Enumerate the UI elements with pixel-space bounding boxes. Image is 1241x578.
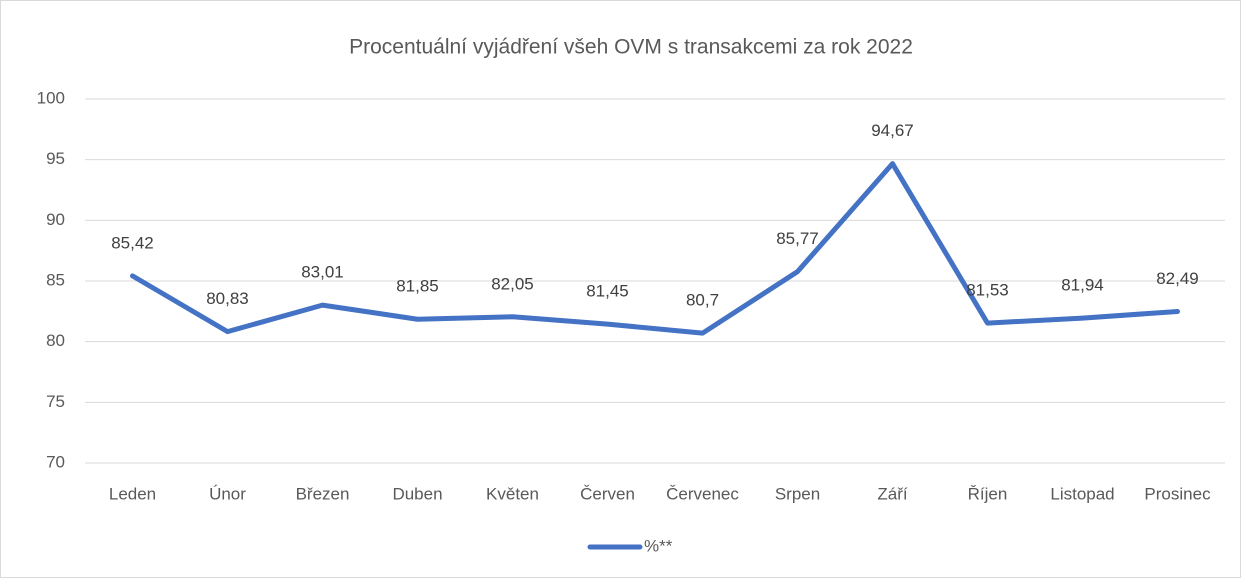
x-tick-label: Březen [296, 484, 350, 503]
data-label: 81,94 [1061, 276, 1104, 295]
x-tick-label: Květen [486, 484, 539, 503]
y-tick-label: 100 [37, 88, 65, 107]
data-label: 81,85 [396, 277, 439, 296]
data-label: 94,67 [871, 121, 914, 140]
data-label: 82,49 [1156, 269, 1199, 288]
y-tick-label: 90 [46, 210, 65, 229]
x-tick-label: Prosinec [1144, 484, 1211, 503]
data-label: 82,05 [491, 274, 534, 293]
y-tick-label: 85 [46, 270, 65, 289]
x-tick-label: Říjen [968, 484, 1008, 503]
data-label: 83,01 [301, 263, 344, 282]
x-tick-label: Leden [109, 484, 156, 503]
data-label: 80,83 [206, 289, 249, 308]
x-tick-label: Srpen [775, 484, 820, 503]
x-tick-label: Září [877, 484, 908, 503]
x-tick-label: Listopad [1050, 484, 1114, 503]
y-tick-label: 75 [46, 392, 65, 411]
data-label: 85,77 [776, 229, 819, 248]
data-label: 85,42 [111, 233, 154, 252]
legend-label: %** [644, 536, 673, 555]
x-tick-label: Únor [209, 484, 246, 503]
data-label: 80,7 [686, 291, 719, 310]
data-line [130, 161, 1180, 336]
y-tick-label: 70 [46, 452, 65, 471]
data-label: 81,45 [586, 282, 629, 301]
chart-title: Procentuální vyjádření všeh OVM s transa… [349, 36, 913, 59]
y-tick-label: 80 [46, 331, 65, 350]
x-tick-label: Červenec [666, 484, 739, 503]
x-tick-label: Duben [392, 484, 442, 503]
y-tick-label: 95 [46, 149, 65, 168]
data-label: 81,53 [966, 281, 1009, 300]
x-tick-label: Červen [580, 484, 635, 503]
